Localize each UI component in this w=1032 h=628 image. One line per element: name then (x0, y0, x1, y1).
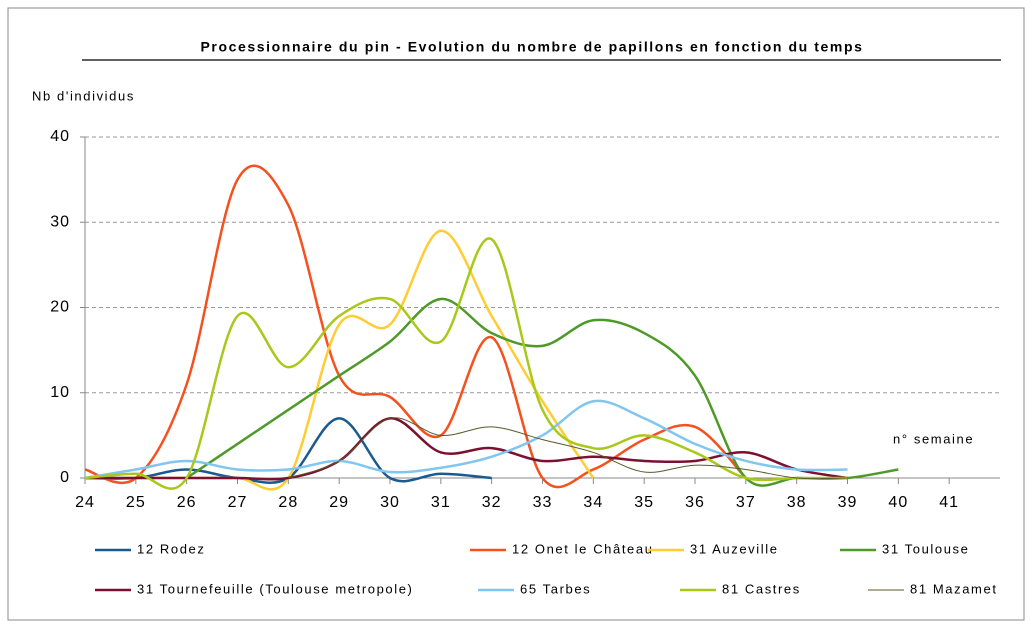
x-tick-label: 33 (533, 494, 553, 511)
y-tick-label: 10 (50, 384, 70, 401)
legend-label: 12 Rodez (137, 541, 205, 556)
x-tick-label: 24 (75, 494, 95, 511)
x-tick-label: 40 (888, 494, 908, 511)
legend-label: 12 Onet le Château (512, 541, 654, 556)
legend-label: 81 Mazamet (910, 581, 998, 596)
x-tick-label: 39 (838, 494, 858, 511)
y-tick-label: 20 (50, 299, 70, 316)
legend-label: 81 Castres (722, 581, 801, 596)
x-tick-label: 29 (329, 494, 349, 511)
legend-label: 31 Tournefeuille (Toulouse metropole) (137, 581, 413, 596)
legend-label: 31 Toulouse (882, 541, 969, 556)
x-axis-label: n° semaine (893, 431, 974, 446)
x-tick-label: 35 (634, 494, 654, 511)
x-tick-label: 41 (939, 494, 959, 511)
x-tick-label: 27 (228, 494, 248, 511)
x-tick-label: 25 (126, 494, 146, 511)
y-tick-label: 0 (60, 469, 70, 486)
y-axis-label: Nb d'individus (32, 88, 135, 103)
x-tick-label: 30 (380, 494, 400, 511)
x-tick-label: 34 (583, 494, 603, 511)
series-line (185, 297, 899, 487)
legend-label: 31 Auzeville (690, 541, 779, 556)
series-line (85, 417, 848, 481)
x-tick-label: 31 (431, 494, 451, 511)
series-line (84, 417, 492, 484)
series-line (288, 417, 848, 480)
x-tick-label: 37 (736, 494, 756, 511)
series-line (84, 237, 848, 490)
legend-label: 65 Tarbes (520, 581, 591, 596)
x-tick-label: 38 (787, 494, 807, 511)
x-tick-label: 28 (278, 494, 298, 511)
y-tick-label: 40 (50, 128, 70, 145)
x-tick-label: 32 (482, 494, 502, 511)
series-line (84, 399, 848, 480)
x-tick-label: 36 (685, 494, 705, 511)
y-tick-label: 30 (50, 213, 70, 230)
chart-title: Processionnaire du pin - Evolution du no… (200, 39, 863, 55)
x-tick-label: 26 (177, 494, 197, 511)
